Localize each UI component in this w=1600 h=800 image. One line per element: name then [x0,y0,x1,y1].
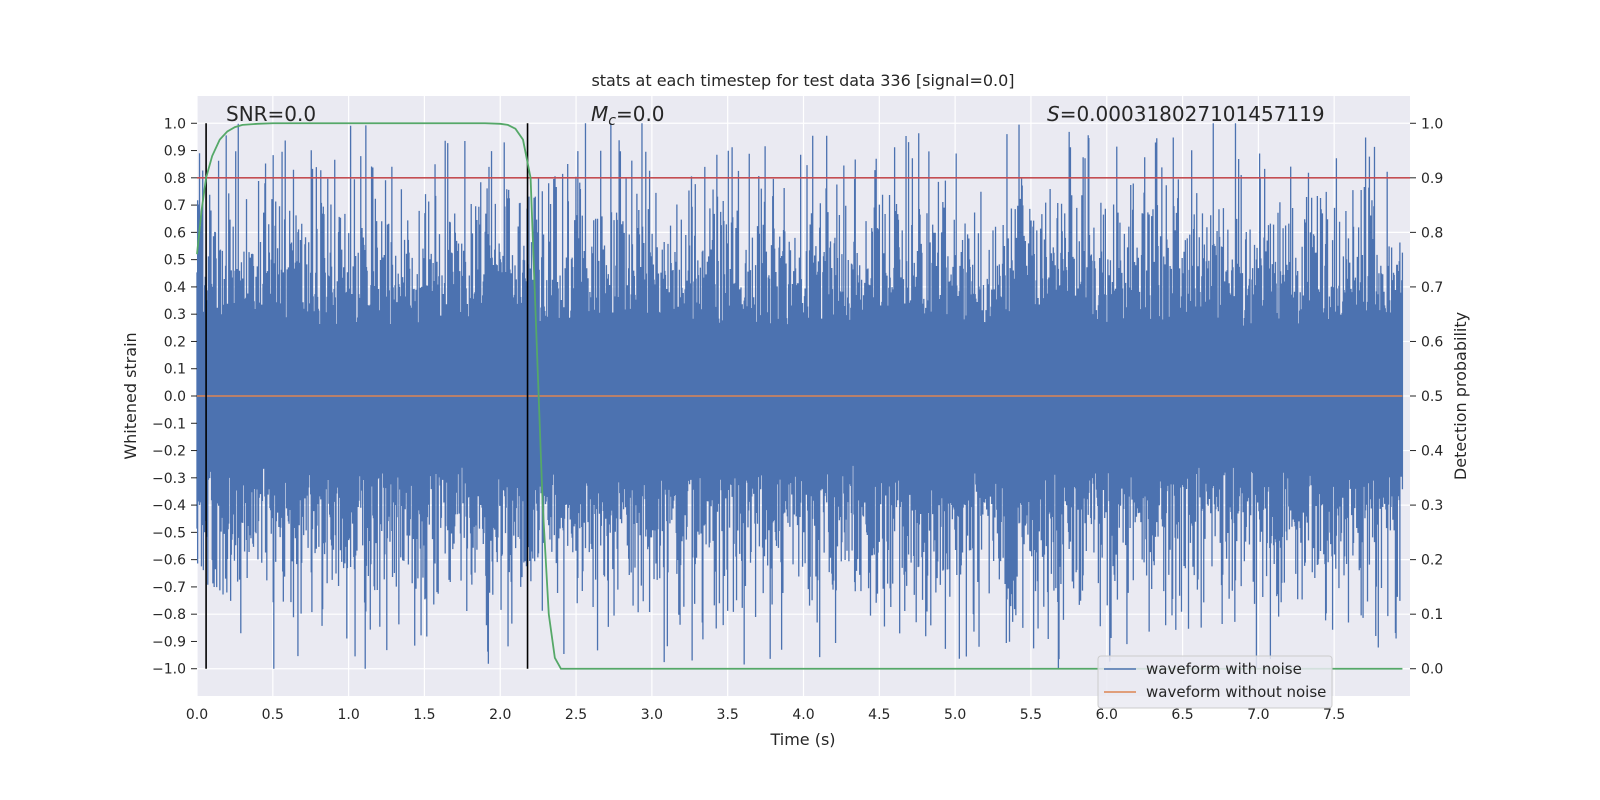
y-tick-label: 0.6 [164,225,186,241]
y-tick-label: −0.2 [152,444,186,460]
legend-box [1097,655,1333,709]
x-tick-label: 2.5 [565,707,587,723]
chart-title: stats at each timestep for test data 336… [591,71,1014,90]
y-tick-label: −0.8 [152,607,186,623]
x-tick-label: 2.0 [489,707,511,723]
y-tick-label: −0.1 [152,416,186,432]
x-tick-label: 3.5 [717,707,739,723]
y-tick-label: −0.5 [152,525,186,541]
legend: waveform with noise waveform without noi… [1097,655,1333,709]
x-axis-label: Time (s) [769,730,835,749]
s-annotation: S=0.000318027101457119 [1047,102,1325,126]
snr-annotation: SNR=0.0 [226,102,316,126]
s-symbol: S [1047,102,1060,126]
s-value: =0.000318027101457119 [1060,102,1325,126]
x-tick-label: 5.5 [1020,707,1042,723]
y-right-tick-label: 0.4 [1421,444,1443,460]
mc-symbol: M [591,102,608,126]
y-tick-label: 1.0 [164,116,186,132]
y-tick-label: 0.3 [164,307,186,323]
y-tick-label: −0.4 [152,498,186,514]
y-tick-label: 0.1 [164,362,186,378]
y-tick-label: 0.2 [164,334,186,350]
axes-layer: 0.0 0.5 1.0 1.5 2.0 2.5 3.0 3.5 4.0 4.5 5.0 5.5 6.0 6… [152,116,1443,723]
mc-value: =0.0 [616,102,665,126]
x-tick-label: 1.5 [413,707,435,723]
mc-subscript: c [608,113,616,129]
y-tick-label: 0.9 [164,144,186,160]
y-right-tick-label: 0.7 [1421,280,1443,296]
y-right-tick-label: 0.1 [1421,607,1443,623]
y-right-tick-label: 0.6 [1421,334,1443,350]
x-tick-label: 0.0 [186,707,208,723]
y-tick-label: −1.0 [152,662,186,678]
y-tick-label: −0.3 [152,471,186,487]
y-tick-label: 0.0 [164,389,186,405]
x-tick-label: 7.5 [1323,707,1345,723]
y-tick-label: 0.7 [164,198,186,214]
mc-annotation: Mc=0.0 [591,102,665,129]
y-tick-label: 0.8 [164,171,186,187]
y-tick-label: −0.7 [152,580,186,596]
x-tick-label: 7.0 [1247,707,1269,723]
y-tick-label: 0.4 [164,280,186,296]
y-tick-label: −0.6 [152,553,186,569]
y-right-tick-label: 0.3 [1421,498,1443,514]
y-axis-right-label: Detection probability [1451,312,1470,480]
y-axis-label: Whitened strain [121,332,140,459]
detection-probability-line [196,122,1403,670]
lines-layer [196,122,1410,670]
y-right-tick-label: 1.0 [1421,116,1443,132]
y-right-tick-label: 0.0 [1421,662,1443,678]
x-tick-label: 5.0 [944,707,966,723]
x-tick-label: 6.0 [1096,707,1118,723]
x-tick-label: 4.0 [792,707,814,723]
y-right-tick-label: 0.8 [1421,225,1443,241]
y-right-tick-label: 0.9 [1421,171,1443,187]
x-tick-label: 6.5 [1171,707,1193,723]
x-tick-label: 3.0 [641,707,663,723]
y-right-tick-label: 0.2 [1421,553,1443,569]
x-tick-label: 1.0 [337,707,359,723]
y-tick-label: 0.5 [164,253,186,269]
legend-label-noise: waveform with noise [1146,660,1302,678]
y-right-tick-label: 0.5 [1421,389,1443,405]
legend-label-clean: waveform without noise [1146,683,1326,701]
y-tick-label: −0.9 [152,634,186,650]
x-tick-label: 4.5 [868,707,890,723]
x-tick-label: 0.5 [262,707,284,723]
